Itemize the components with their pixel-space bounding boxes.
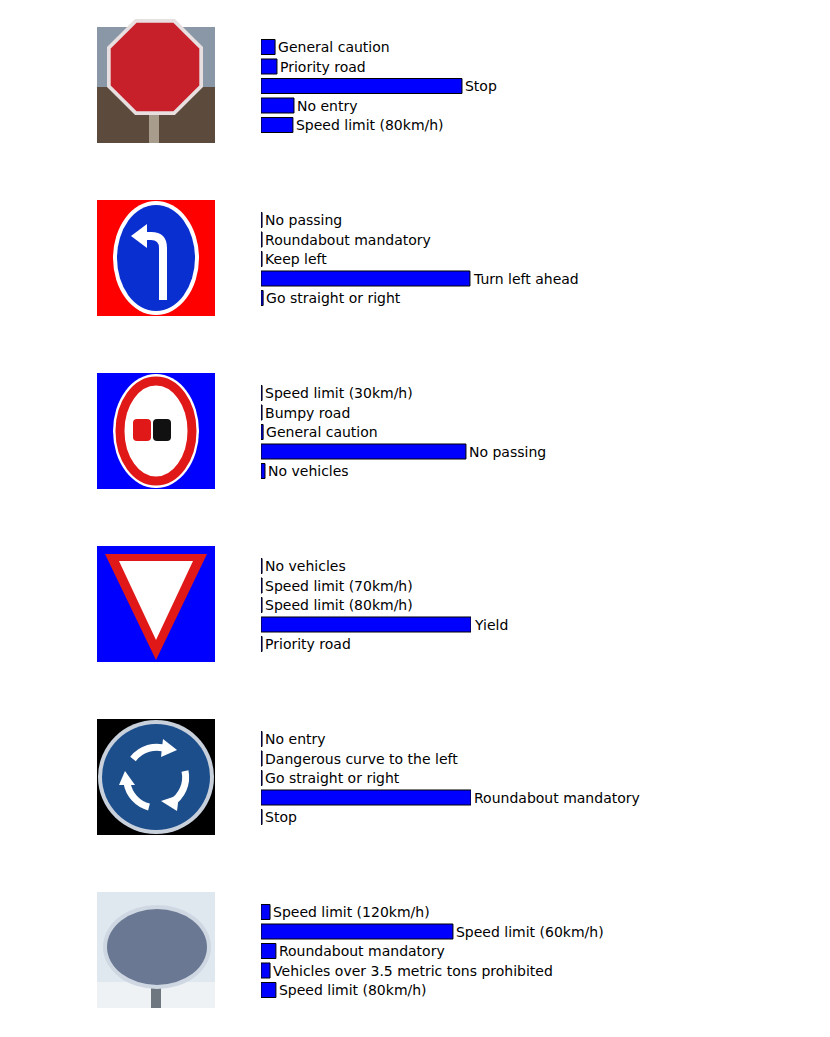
svg-text:Turn left ahead: Turn left ahead (473, 271, 579, 287)
svg-text:Dangerous curve to the left: Dangerous curve to the left (265, 751, 458, 767)
svg-text:No entry: No entry (265, 731, 326, 747)
svg-text:Speed limit (80km/h): Speed limit (80km/h) (279, 982, 427, 998)
svg-text:No vehicles: No vehicles (268, 463, 349, 479)
svg-text:Speed limit (60km/h): Speed limit (60km/h) (456, 924, 604, 940)
svg-text:Roundabout mandatory: Roundabout mandatory (279, 943, 445, 959)
svg-text:General caution: General caution (278, 39, 390, 55)
svg-text:Bumpy road: Bumpy road (265, 405, 350, 421)
svg-text:No vehicles: No vehicles (265, 558, 346, 574)
svg-text:Speed limit (80km/h): Speed limit (80km/h) (265, 597, 413, 613)
svg-text:Roundabout mandatory: Roundabout mandatory (265, 232, 431, 248)
svg-text:Keep left: Keep left (265, 251, 327, 267)
svg-text:No passing: No passing (265, 212, 342, 228)
svg-text:Speed limit (70km/h): Speed limit (70km/h) (265, 578, 413, 594)
svg-text:Roundabout mandatory: Roundabout mandatory (474, 790, 640, 806)
svg-text:Stop: Stop (465, 78, 497, 94)
svg-text:Priority road: Priority road (265, 636, 351, 652)
svg-text:General caution: General caution (266, 424, 378, 440)
svg-text:Speed limit (80km/h): Speed limit (80km/h) (296, 117, 444, 133)
svg-text:Go straight or right: Go straight or right (265, 770, 400, 786)
svg-text:Speed limit (120km/h): Speed limit (120km/h) (273, 904, 430, 920)
svg-text:Speed limit (30km/h): Speed limit (30km/h) (265, 385, 413, 401)
svg-text:No passing: No passing (469, 444, 546, 460)
svg-text:No entry: No entry (297, 98, 358, 114)
svg-text:Stop: Stop (265, 809, 297, 825)
svg-text:Vehicles over 3.5 metric tons: Vehicles over 3.5 metric tons prohibited (273, 963, 553, 979)
svg-text:Go straight or right: Go straight or right (266, 290, 401, 306)
svg-text:Priority road: Priority road (280, 59, 366, 75)
svg-text:Yield: Yield (474, 617, 508, 633)
